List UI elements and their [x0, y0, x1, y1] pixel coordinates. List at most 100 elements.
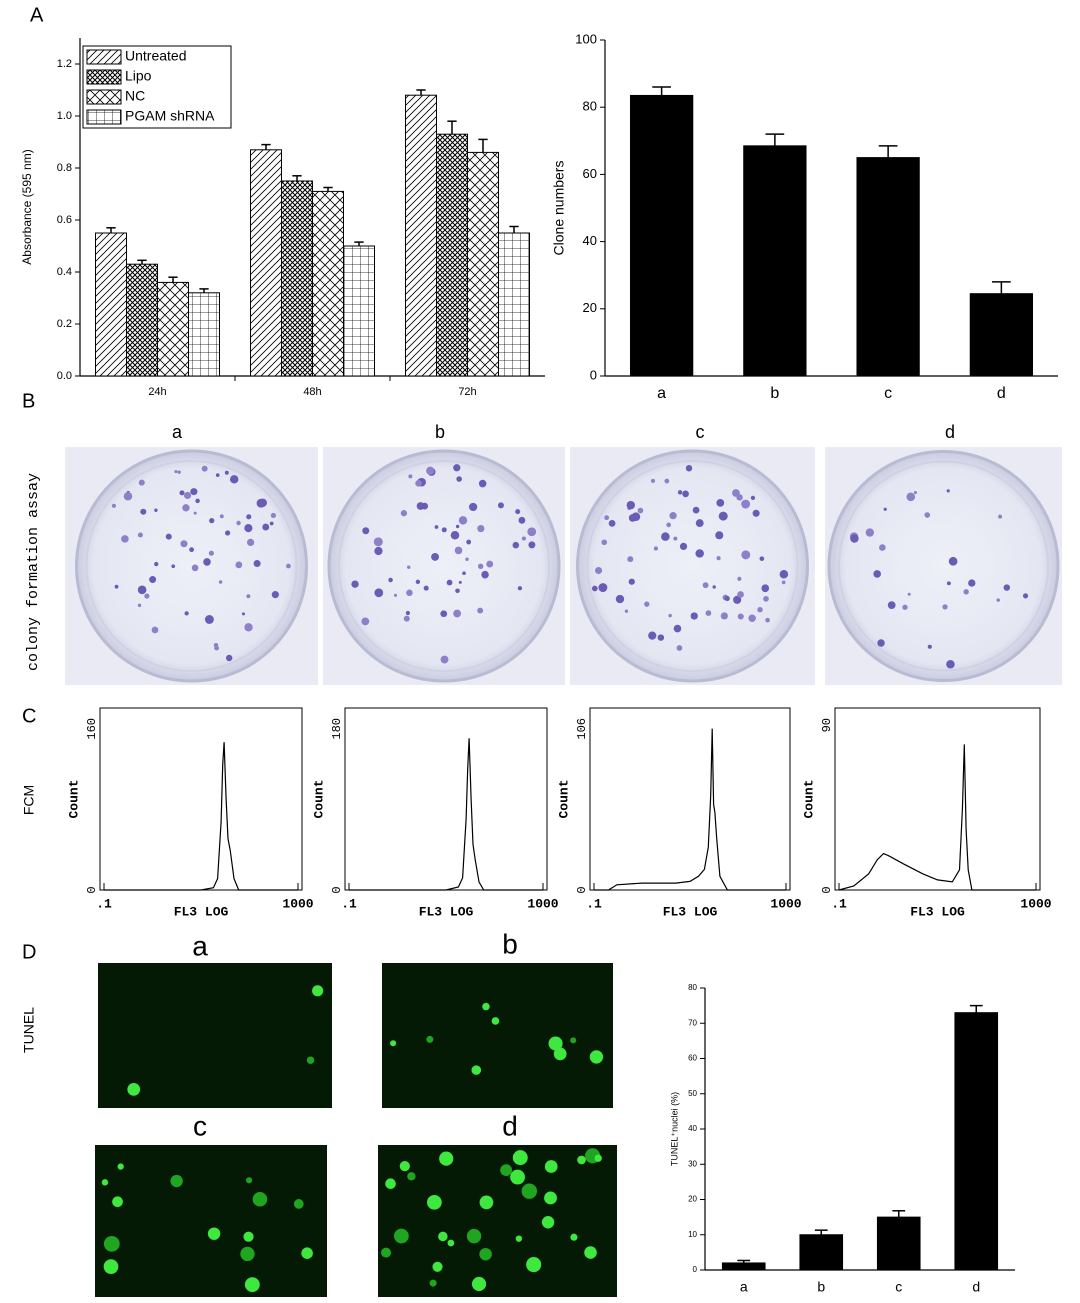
colony	[705, 610, 712, 616]
bar	[312, 190, 344, 377]
panel-label: D	[22, 941, 36, 963]
bar	[188, 292, 220, 377]
colony	[715, 531, 724, 540]
colony	[873, 570, 881, 578]
stained-nucleus	[103, 1235, 120, 1252]
bar	[799, 1234, 844, 1271]
colony	[865, 528, 875, 537]
stained-nucleus	[117, 1163, 124, 1170]
colony	[456, 476, 462, 482]
y-tick-label: 0	[693, 1265, 698, 1274]
colony	[209, 517, 215, 524]
colony	[137, 585, 147, 595]
plot-frame	[834, 707, 1041, 891]
colony	[666, 522, 671, 528]
y-tick-label: 0	[85, 886, 99, 893]
plate-label: c	[696, 422, 705, 442]
colony	[682, 490, 689, 498]
colony	[123, 492, 133, 501]
stained-nucleus	[301, 1247, 313, 1259]
stained-nucleus	[127, 1082, 141, 1096]
colony	[195, 498, 200, 504]
stained-nucleus	[584, 1246, 597, 1259]
fluorescence-image	[95, 1145, 327, 1297]
colony	[434, 525, 439, 529]
colony	[225, 530, 231, 536]
colony	[781, 580, 786, 585]
stained-nucleus	[252, 1191, 268, 1207]
x-tick-label: .1	[586, 896, 602, 911]
y-tick-label: 80	[688, 983, 697, 992]
y-tick-label: 100	[575, 31, 597, 46]
colony	[748, 614, 756, 623]
colony	[497, 502, 504, 509]
colony	[388, 577, 393, 583]
colony	[732, 489, 740, 497]
colony	[140, 508, 147, 515]
colony	[455, 588, 460, 594]
colony	[927, 644, 932, 649]
stained-nucleus	[577, 1155, 586, 1165]
stained-nucleus	[240, 1246, 255, 1262]
error-bar	[992, 281, 1011, 294]
colony	[215, 473, 220, 477]
legend-label: NC	[125, 88, 145, 104]
legend-swatch	[86, 49, 122, 65]
y-tick-label: 30	[688, 1159, 697, 1168]
plate-rim	[586, 460, 799, 672]
colony	[440, 655, 449, 664]
colony	[151, 626, 159, 634]
x-tick-label: .1	[831, 896, 847, 911]
colony	[271, 591, 279, 599]
plate-rim	[838, 460, 1049, 672]
error-bar	[106, 227, 116, 233]
error-bar	[478, 138, 488, 153]
colony	[144, 593, 150, 599]
y-tick-label: 106	[575, 718, 589, 740]
y-tick-label: 1.2	[57, 58, 72, 70]
colony	[154, 508, 158, 512]
colony	[906, 492, 916, 502]
y-tick-label: 90	[820, 718, 834, 732]
colony	[373, 537, 383, 547]
colony	[679, 542, 688, 551]
stained-nucleus	[447, 1239, 455, 1247]
x-tick-label: 24h	[148, 386, 166, 398]
colony	[174, 469, 178, 474]
y-tick-label: 0.8	[57, 162, 72, 174]
plate	[75, 449, 308, 683]
error-bar	[969, 1004, 983, 1013]
colony	[446, 579, 453, 586]
plate	[576, 449, 809, 683]
colony	[454, 546, 463, 555]
bar	[250, 149, 282, 377]
colony	[179, 490, 185, 496]
colony	[121, 535, 129, 543]
x-tick-label: a	[657, 385, 666, 402]
colony	[712, 585, 716, 589]
colony	[477, 524, 485, 533]
colony	[527, 527, 537, 537]
colony	[948, 556, 958, 566]
x-axis-label: FL3 LOG	[910, 904, 965, 919]
colony	[229, 475, 239, 484]
colony	[1022, 593, 1029, 599]
colony	[201, 465, 208, 472]
x-tick-label: b	[770, 385, 779, 402]
colony	[405, 610, 410, 616]
plot-frame	[589, 707, 791, 891]
colony	[182, 504, 190, 512]
plate	[827, 450, 1060, 682]
colony	[604, 515, 610, 521]
colony	[184, 611, 189, 616]
colony	[664, 478, 670, 484]
stained-nucleus	[112, 1196, 123, 1208]
colony	[733, 595, 742, 604]
colony	[361, 617, 370, 626]
colony	[528, 541, 536, 549]
colony	[203, 558, 211, 566]
colony	[362, 527, 370, 535]
colony	[601, 539, 608, 546]
colony	[111, 503, 116, 508]
colony	[598, 583, 608, 593]
